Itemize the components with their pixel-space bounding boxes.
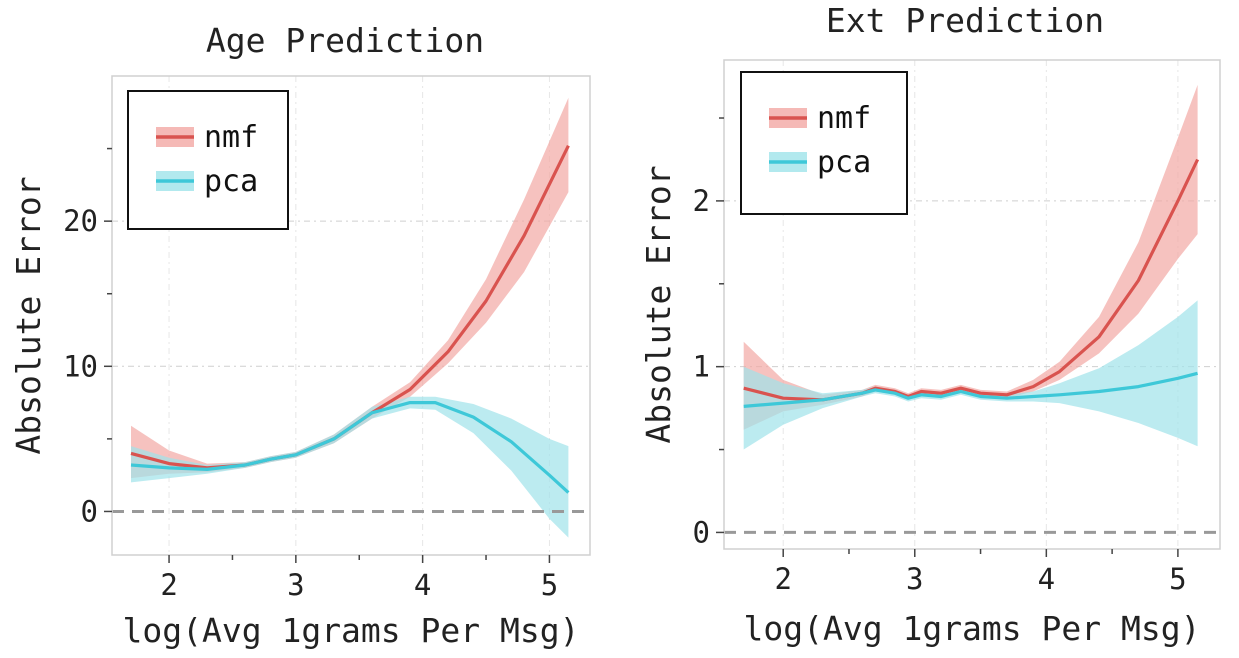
confidence-band-nmf — [131, 97, 569, 479]
confidence-band-pca — [743, 300, 1198, 450]
chart-title: Age Prediction — [206, 21, 484, 60]
series-line-pca — [130, 401, 570, 494]
legend: nmf pca — [127, 90, 289, 230]
x-tick-label: 5 — [541, 568, 558, 602]
y-axis-label: Absolute Error — [639, 165, 678, 443]
x-tick-label: 3 — [287, 568, 304, 602]
y-tick-label: 1 — [693, 350, 710, 384]
legend: nmf pca — [740, 71, 908, 215]
x-tick-label: 2 — [160, 568, 177, 602]
legend-label-pca: pca — [817, 145, 871, 180]
y-tick-label: 10 — [63, 349, 98, 383]
legend-box — [740, 71, 908, 215]
confidence-band-nmf — [743, 84, 1198, 430]
plot-frame — [111, 75, 591, 556]
plot-frame — [723, 59, 1221, 550]
legend-label-pca: pca — [204, 164, 258, 199]
y-tick-label: 0 — [81, 494, 98, 528]
legend-box — [127, 90, 289, 230]
x-tick-label: 3 — [906, 562, 923, 596]
y-tick-label: 0 — [693, 515, 710, 549]
x-axis-label: log(Avg 1grams Per Msg) — [123, 611, 580, 650]
series-line-pca — [743, 371, 1198, 408]
x-tick-label: 4 — [414, 568, 431, 602]
x-tick-label: 5 — [1169, 562, 1186, 596]
y-tick-label: 2 — [693, 184, 710, 218]
chart-title: Ext Prediction — [826, 1, 1104, 40]
legend-label-nmf: nmf — [204, 120, 258, 155]
legend-label-nmf: nmf — [817, 101, 871, 136]
chart-panel-1: 2 3 4 5 0 1 2 Ext Prediction log(Avg 1grams Per … — [639, 1, 1221, 648]
x-axis-label: log(Avg 1grams Per Msg) — [744, 609, 1201, 648]
y-axis-label: Absolute Error — [9, 176, 48, 454]
x-tick-label: 2 — [774, 562, 791, 596]
y-tick-label: 20 — [63, 204, 98, 238]
chart-panel-0: 2 3 4 5 0 10 20 Age Prediction log(Avg 1grams Pe… — [9, 21, 591, 650]
x-tick-label: 4 — [1038, 562, 1055, 596]
